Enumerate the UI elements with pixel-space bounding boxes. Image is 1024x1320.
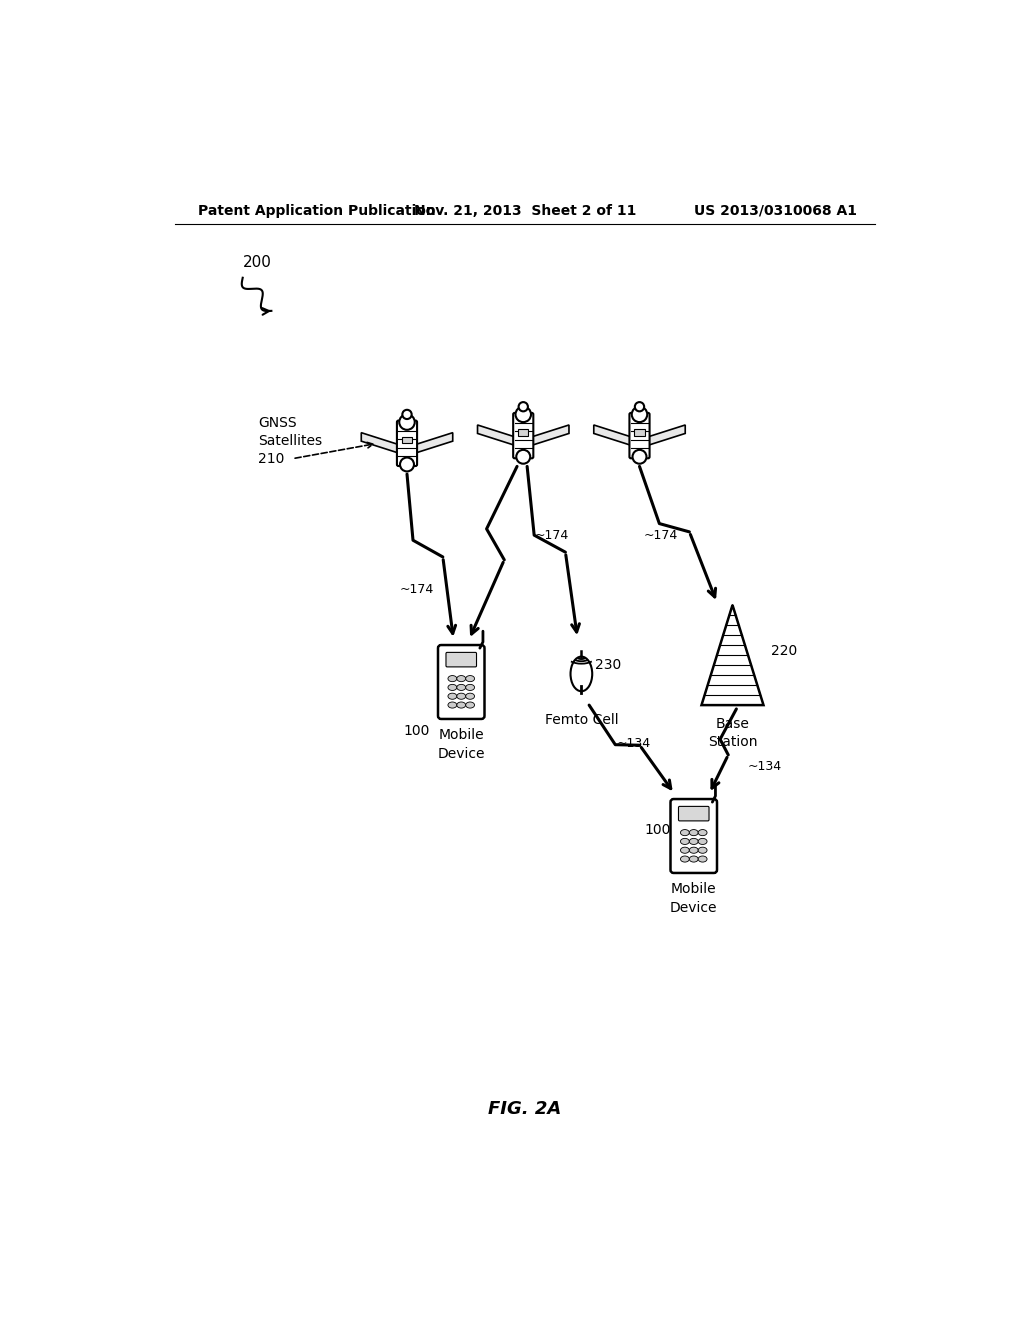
Text: ~134: ~134: [616, 737, 650, 750]
Text: 220: 220: [771, 644, 798, 659]
Polygon shape: [531, 425, 569, 445]
Polygon shape: [701, 605, 764, 705]
Text: US 2013/0310068 A1: US 2013/0310068 A1: [693, 203, 856, 218]
Ellipse shape: [681, 847, 689, 853]
Circle shape: [515, 407, 531, 422]
Bar: [401, 437, 412, 444]
FancyBboxPatch shape: [671, 799, 717, 873]
FancyBboxPatch shape: [513, 413, 534, 458]
Circle shape: [402, 409, 412, 418]
Ellipse shape: [466, 684, 474, 690]
Text: Patent Application Publication: Patent Application Publication: [198, 203, 435, 218]
Text: 100: 100: [644, 822, 671, 837]
Ellipse shape: [466, 693, 474, 700]
Ellipse shape: [457, 702, 466, 708]
Polygon shape: [477, 425, 515, 445]
Circle shape: [635, 403, 644, 412]
Polygon shape: [648, 425, 685, 445]
Text: Base
Station: Base Station: [708, 717, 758, 748]
Text: 230: 230: [595, 659, 622, 672]
Polygon shape: [361, 433, 398, 453]
FancyBboxPatch shape: [397, 421, 417, 466]
Ellipse shape: [698, 847, 707, 853]
Text: Femto Cell: Femto Cell: [545, 713, 618, 727]
FancyBboxPatch shape: [438, 645, 484, 719]
Ellipse shape: [447, 702, 457, 708]
Ellipse shape: [689, 847, 698, 853]
Ellipse shape: [681, 829, 689, 836]
Bar: [518, 429, 528, 436]
Text: 210: 210: [258, 451, 285, 466]
Ellipse shape: [457, 676, 466, 681]
Ellipse shape: [698, 838, 707, 845]
Ellipse shape: [681, 855, 689, 862]
FancyBboxPatch shape: [679, 807, 709, 821]
Ellipse shape: [457, 693, 466, 700]
Text: Nov. 21, 2013  Sheet 2 of 11: Nov. 21, 2013 Sheet 2 of 11: [414, 203, 636, 218]
Ellipse shape: [689, 829, 698, 836]
Circle shape: [518, 403, 528, 412]
FancyBboxPatch shape: [446, 652, 476, 667]
Circle shape: [633, 450, 646, 463]
Polygon shape: [416, 433, 453, 453]
Text: Mobile
Device: Mobile Device: [670, 882, 718, 915]
Circle shape: [632, 407, 647, 422]
Text: ~134: ~134: [748, 760, 782, 774]
Ellipse shape: [466, 676, 474, 681]
Polygon shape: [594, 425, 631, 445]
Text: GNSS
Satellites: GNSS Satellites: [258, 416, 323, 447]
Ellipse shape: [698, 829, 707, 836]
Text: ~174: ~174: [535, 529, 569, 543]
Text: 100: 100: [403, 725, 430, 738]
Ellipse shape: [447, 693, 457, 700]
FancyBboxPatch shape: [630, 413, 649, 458]
Ellipse shape: [447, 676, 457, 681]
Text: Mobile
Device: Mobile Device: [437, 729, 485, 760]
Ellipse shape: [447, 684, 457, 690]
Text: ~174: ~174: [643, 529, 678, 543]
Text: ~174: ~174: [399, 583, 433, 597]
Ellipse shape: [689, 838, 698, 845]
Ellipse shape: [570, 656, 592, 692]
Circle shape: [399, 414, 415, 430]
Ellipse shape: [457, 684, 466, 690]
Text: FIG. 2A: FIG. 2A: [488, 1101, 561, 1118]
Text: 200: 200: [243, 255, 271, 269]
Bar: [635, 429, 645, 436]
Ellipse shape: [698, 855, 707, 862]
Ellipse shape: [681, 838, 689, 845]
Circle shape: [400, 458, 414, 471]
Ellipse shape: [689, 855, 698, 862]
Ellipse shape: [466, 702, 474, 708]
Circle shape: [516, 450, 530, 463]
